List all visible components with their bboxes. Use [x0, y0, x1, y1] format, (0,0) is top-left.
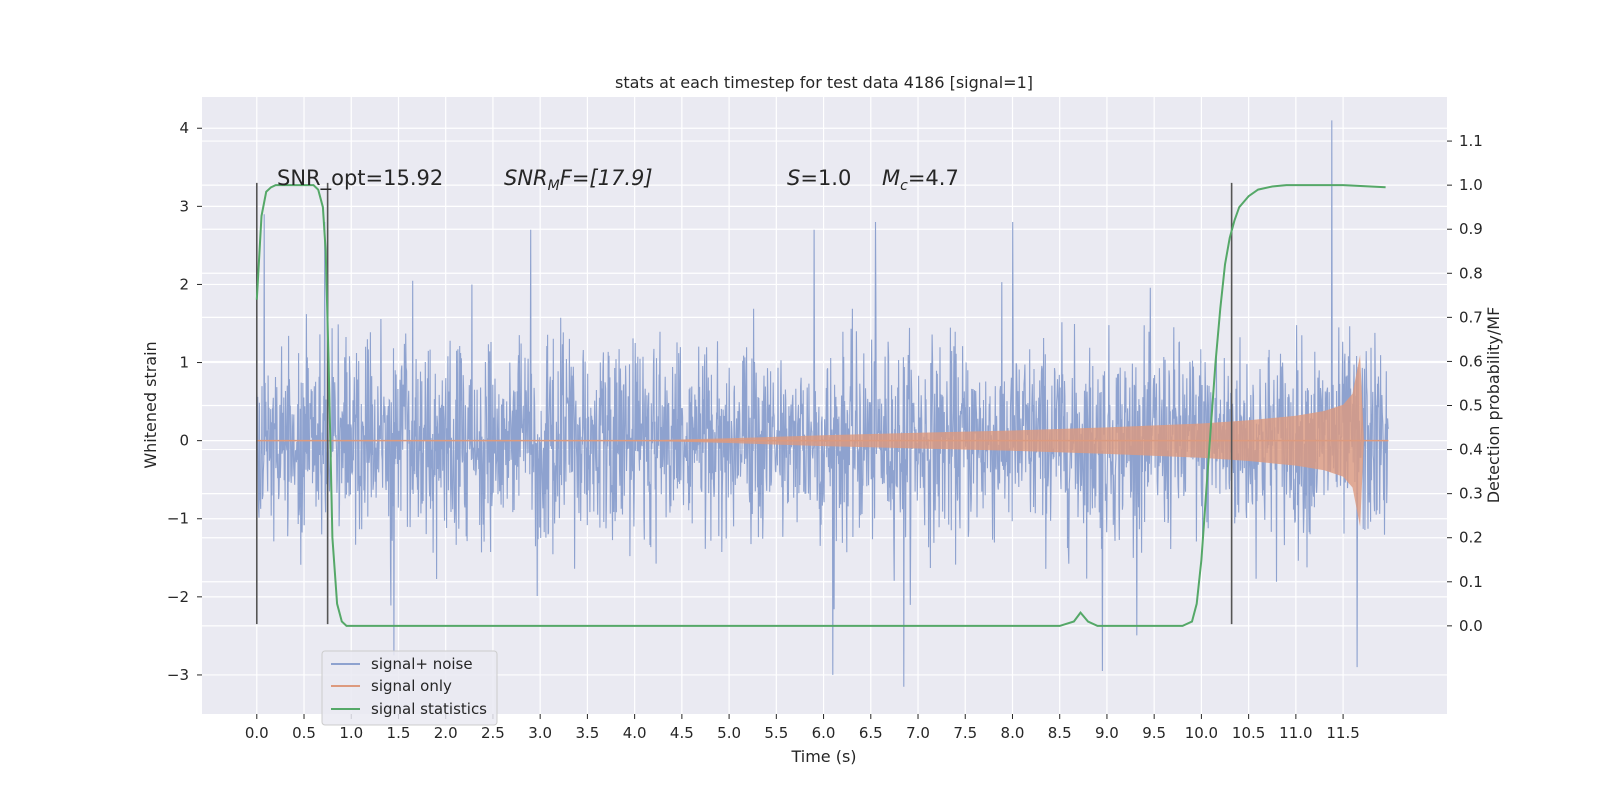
- x-tick-label: 9.5: [1142, 724, 1166, 742]
- y-right-tick-label: 0.5: [1459, 397, 1483, 415]
- y-right-tick-label: 0.7: [1459, 308, 1483, 326]
- x-tick-label: 5.5: [764, 724, 788, 742]
- x-tick-label: 2.0: [434, 724, 458, 742]
- x-tick-label: 7.0: [906, 724, 930, 742]
- y-left-tick-label: 2: [179, 275, 189, 293]
- y-left-tick-label: 1: [179, 354, 189, 372]
- annotation-mc-symbol: M: [882, 166, 900, 190]
- vertical-markers: [255, 182, 1233, 625]
- series-signal-statistics: [255, 184, 1386, 627]
- y-right-tick-label: 0.1: [1459, 573, 1483, 591]
- annotation-s: S=1.0: [787, 166, 851, 190]
- legend: signal+ noise signal only signal statist…: [321, 650, 498, 726]
- y-right-tick-label: 0.9: [1459, 220, 1483, 238]
- y-left-tick-label: −2: [167, 588, 189, 606]
- x-tick-label: 5.0: [717, 724, 741, 742]
- y-left-tick-label: −1: [167, 510, 189, 528]
- annotation-snr-mf-sub: M: [548, 178, 560, 194]
- x-tick-label: 10.0: [1185, 724, 1218, 742]
- x-tick-label: 6.0: [812, 724, 836, 742]
- y-right-tick-label: 0.8: [1459, 264, 1483, 282]
- y-left-tick-label: 3: [179, 197, 189, 215]
- x-tick-label: 3.5: [575, 724, 599, 742]
- annotation-snr-opt: SNR_opt=15.92: [277, 166, 443, 191]
- y-right-tick-label: 0.2: [1459, 529, 1483, 547]
- x-tick-label: 8.5: [1048, 724, 1072, 742]
- y-right-tick-label: 0.4: [1459, 441, 1483, 459]
- annotation-s-rest: =1.0: [800, 166, 851, 190]
- annotation-snr-mf-symbol: SNR: [504, 166, 548, 190]
- x-tick-label: 0.5: [292, 724, 316, 742]
- annotation-mc-sub: c: [900, 178, 908, 194]
- x-tick-label: 8.0: [1001, 724, 1025, 742]
- x-tick-label: 1.5: [387, 724, 411, 742]
- x-tick-label: 10.5: [1232, 724, 1265, 742]
- y-right-tick-label: 0.0: [1459, 617, 1483, 635]
- legend-label-signal-statistics: signal statistics: [371, 700, 487, 718]
- x-tick-label: 6.5: [859, 724, 883, 742]
- chart-title: stats at each timestep for test data 418…: [615, 73, 1033, 92]
- x-tick-label: 4.5: [670, 724, 694, 742]
- series-signal-noise: [256, 120, 1389, 687]
- legend-label-signal-noise: signal+ noise: [371, 655, 473, 673]
- y-left-axis-ticks: −3 −2 −1 0 1 2 3 4: [167, 119, 202, 684]
- x-axis-ticks: 0.0 0.5 1.0 1.5 2.0 2.5 3.0 3.5 4.0 4.5 5.0 5.5 6.0 6…: [245, 714, 1360, 742]
- x-tick-label: 3.0: [528, 724, 552, 742]
- y-right-tick-label: 1.1: [1459, 132, 1483, 150]
- annotation-mc-rest: =4.7: [908, 166, 959, 190]
- y-left-tick-label: −3: [167, 666, 189, 684]
- y-left-tick-label: 0: [179, 432, 189, 450]
- x-tick-label: 11.0: [1279, 724, 1312, 742]
- x-axis-label: Time (s): [790, 747, 856, 766]
- x-tick-label: 9.0: [1095, 724, 1119, 742]
- y-right-axis-label: Detection probability/MF: [1484, 307, 1503, 504]
- y-left-tick-label: 4: [179, 119, 189, 137]
- annotation-s-symbol: S: [787, 166, 800, 190]
- y-left-axis-label: Whitened strain: [141, 341, 160, 468]
- legend-label-signal-only: signal only: [371, 677, 452, 695]
- x-tick-label: 0.0: [245, 724, 269, 742]
- x-tick-label: 7.5: [953, 724, 977, 742]
- annotation-snr-mf: SNRMF=[17.9]: [504, 166, 653, 194]
- y-right-tick-label: 0.3: [1459, 485, 1483, 503]
- legend-box: [321, 650, 498, 726]
- x-tick-label: 4.0: [623, 724, 647, 742]
- annotation-mc: Mc=4.7: [882, 166, 959, 194]
- x-tick-label: 1.0: [339, 724, 363, 742]
- y-right-tick-label: 1.0: [1459, 176, 1483, 194]
- x-tick-label: 2.5: [481, 724, 505, 742]
- y-right-tick-label: 0.6: [1459, 352, 1483, 370]
- y-right-axis-ticks: 0.0 0.1 0.2 0.3 0.4 0.5 0.6 0.7 0.8 0.9 1.0 1.1: [1447, 132, 1483, 635]
- annotation-snr-mf-rest: F=[17.9]: [560, 166, 653, 190]
- x-tick-label: 11.5: [1326, 724, 1359, 742]
